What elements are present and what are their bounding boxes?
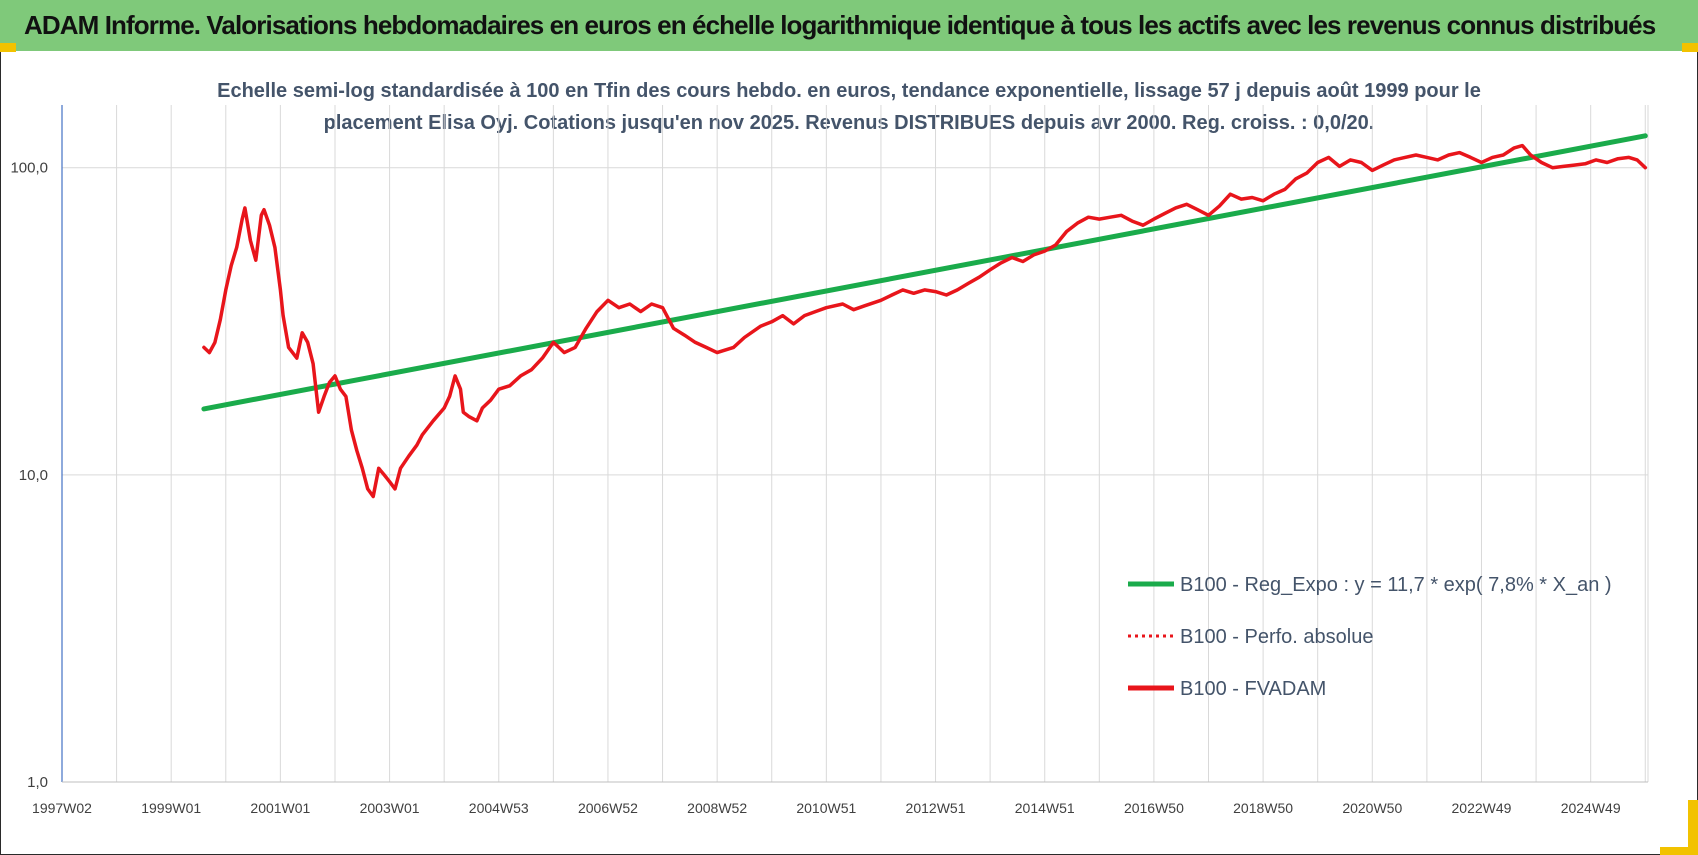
x-tick-label: 2008W52: [687, 800, 747, 816]
x-tick-label: 2024W49: [1561, 800, 1621, 816]
x-tick-label: 2010W51: [796, 800, 856, 816]
x-tick-label: 2012W51: [906, 800, 966, 816]
x-tick-label: 2018W50: [1233, 800, 1293, 816]
title-banner: ADAM Informe. Valorisations hebdomadaire…: [0, 0, 1698, 51]
legend: B100 - Reg_Expo : y = 11,7 * exp( 7,8% *…: [1128, 574, 1612, 700]
chart-subtitle-line-2: placement Elisa Oyj. Cotations jusqu'en …: [324, 112, 1375, 134]
x-tick-label: 2014W51: [1015, 800, 1075, 816]
gridlines: [61, 105, 1649, 783]
x-tick-label: 2020W50: [1342, 800, 1402, 816]
axes: 1,0 10,0 100,0 1997W02 1999W01 2001W01 2003W01…: [10, 105, 1648, 816]
legend-label: B100 - Reg_Expo : y = 11,7 * exp( 7,8% *…: [1180, 574, 1612, 596]
chart-subtitle-line-1: Echelle semi-log standardisée à 100 en T…: [217, 80, 1481, 102]
x-tick-label: 2003W01: [360, 800, 420, 816]
x-tick-label: 1997W02: [32, 800, 92, 816]
x-tick-label: 2001W01: [250, 800, 310, 816]
legend-label: B100 - Perfo. absolue: [1180, 626, 1373, 648]
y-tick-label: 1,0: [27, 774, 48, 791]
series-line-fvadam: [202, 143, 1648, 499]
x-tick-label: 2006W52: [578, 800, 638, 816]
page-title: ADAM Informe. Valorisations hebdomadaire…: [24, 10, 1656, 40]
legend-label: B100 - FVADAM: [1180, 678, 1326, 700]
corner-marker-top-right: [1682, 43, 1698, 52]
x-tick-label: 2016W50: [1124, 800, 1184, 816]
x-tick-label: 2004W53: [469, 800, 529, 816]
corner-marker-bottom-right-edge: [1660, 847, 1698, 855]
x-tick-label: 2022W49: [1452, 800, 1512, 816]
y-tick-label: 10,0: [19, 467, 48, 484]
y-tick-label: 100,0: [10, 160, 48, 177]
regression-line: [201, 133, 1648, 412]
corner-marker-top-left: [0, 43, 16, 52]
corner-marker-bottom-right: [1688, 800, 1698, 855]
x-tick-label: 1999W01: [141, 800, 201, 816]
series-lines: [201, 133, 1648, 499]
